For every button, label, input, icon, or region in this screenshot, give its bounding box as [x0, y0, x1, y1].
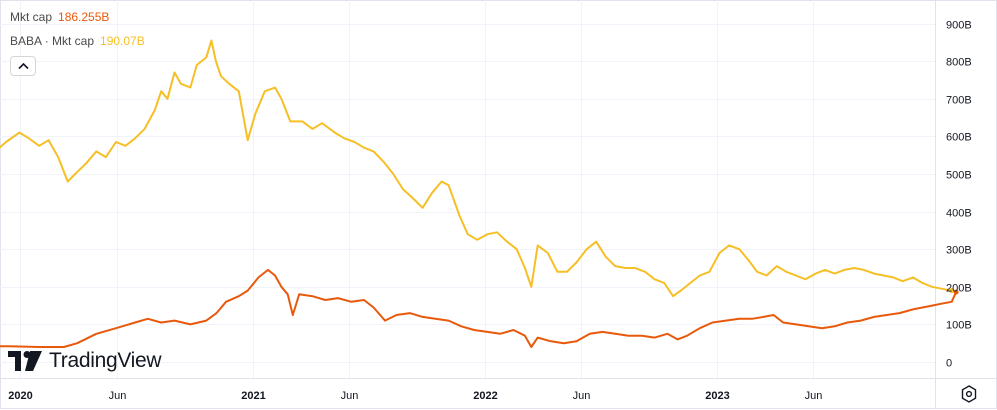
legend-label: BABA · Mkt cap: [10, 34, 95, 48]
series-last-point: [953, 289, 959, 295]
series-layer: [0, 39, 959, 348]
x-tick-label: 2021: [241, 390, 265, 402]
y-axis: 0 100B 200B 300B 400B 500B 600B 700B 800B 900B: [946, 20, 972, 370]
x-tick-label: Jun: [109, 390, 127, 402]
y-tick-label: 100B: [946, 320, 972, 332]
legend-row-baba-mkt-cap[interactable]: BABA · Mkt cap 190.07B: [10, 34, 145, 48]
y-tick-label: 900B: [946, 20, 972, 32]
series-last-point: [949, 288, 955, 294]
y-tick-label: 200B: [946, 283, 972, 295]
y-tick-label: 0: [946, 358, 952, 370]
x-tick-label: Jun: [573, 390, 591, 402]
y-tick-label: 800B: [946, 57, 972, 69]
x-tick-label: Jun: [341, 390, 359, 402]
y-tick-label: 700B: [946, 95, 972, 107]
settings-icon: [961, 385, 977, 403]
legend-label: Mkt cap: [10, 10, 53, 24]
y-tick-label: 500B: [946, 170, 972, 182]
legend-value: 186.255B: [58, 10, 110, 24]
x-tick-label: 2023: [705, 390, 729, 402]
x-tick-label: 2022: [473, 390, 497, 402]
tradingview-logo-icon: [8, 351, 42, 371]
collapse-legend-button[interactable]: [10, 56, 36, 76]
y-tick-label: 600B: [946, 132, 972, 144]
x-axis: 2020 Jun 2021 Jun 2022 Jun 2023 Jun: [8, 390, 822, 402]
legend-value: 190.07B: [100, 34, 145, 48]
series-line-mkt-cap[interactable]: [0, 268, 958, 348]
chevron-up-icon: [18, 62, 29, 70]
tradingview-logo-text: TradingView: [49, 349, 162, 372]
series-line-baba-mkt-cap[interactable]: [0, 39, 952, 298]
x-tick-label: Jun: [805, 390, 823, 402]
y-tick-label: 300B: [946, 245, 972, 257]
chart-settings-button[interactable]: [958, 383, 980, 405]
x-tick-label: 2020: [8, 390, 32, 402]
y-tick-label: 400B: [946, 208, 972, 220]
tradingview-logo[interactable]: TradingView: [8, 346, 162, 376]
legend-row-mkt-cap[interactable]: Mkt cap 186.255B: [10, 10, 109, 24]
